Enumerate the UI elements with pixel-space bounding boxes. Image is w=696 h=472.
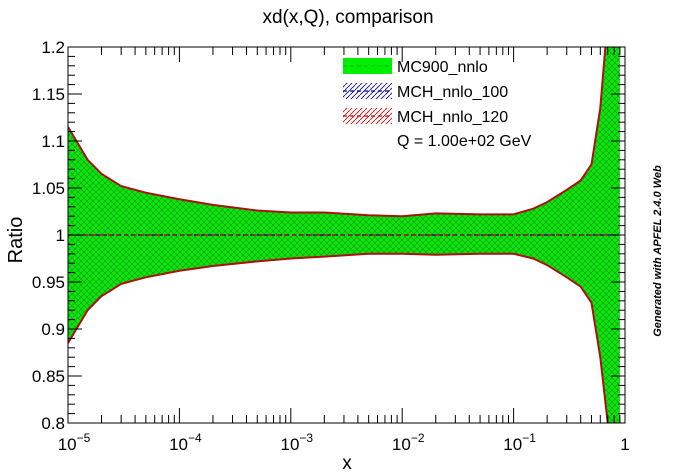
plot-area bbox=[68, 47, 620, 423]
y-tick-label: 1.05 bbox=[32, 179, 65, 198]
legend-label-mch120: MCH_nnlo_120 bbox=[397, 109, 508, 126]
chart-title: xd(x,Q), comparison bbox=[262, 7, 433, 28]
x-tick-label: 10−1 bbox=[503, 431, 536, 454]
band-upper-edge bbox=[68, 47, 607, 218]
y-tick-label: 0.9 bbox=[41, 320, 65, 339]
y-axis-label: Ratio bbox=[5, 217, 27, 264]
generated-by-note: Generated with APFEL 2.4.0 Web bbox=[652, 165, 664, 337]
y-axis: 0.8 0.85 0.9 0.95 1 1.05 1.1 1.15 1.2 bbox=[32, 38, 625, 433]
y-tick-label: 0.85 bbox=[32, 367, 65, 386]
legend-label-mch100: MCH_nnlo_100 bbox=[397, 84, 508, 101]
y-tick-label: 1 bbox=[56, 226, 65, 245]
q-value-annotation: Q = 1.00e+02 GeV bbox=[397, 133, 532, 150]
y-tick-label: 1.1 bbox=[41, 132, 65, 151]
x-tick-label: 10−4 bbox=[169, 431, 202, 454]
y-tick-label: 0.95 bbox=[32, 273, 65, 292]
x-tick-label: 1 bbox=[620, 435, 629, 454]
x-tick-label: 10−3 bbox=[280, 431, 313, 454]
y-tick-label: 0.8 bbox=[41, 414, 65, 433]
y-tick-label: 1.15 bbox=[32, 85, 65, 104]
y-tick-label: 1.2 bbox=[41, 38, 65, 57]
legend: MC900_nnlo MCH_nnlo_100 MCH_nnlo_120 Q =… bbox=[343, 58, 532, 150]
x-axis: 10−5 10−4 10−3 10−2 10−1 1 bbox=[58, 47, 630, 454]
x-tick-label: 10−2 bbox=[392, 431, 425, 454]
band-lower-edge bbox=[68, 252, 609, 423]
legend-label-mc900: MC900_nnlo bbox=[397, 59, 488, 76]
x-axis-label: x bbox=[342, 453, 352, 472]
x-tick-label: 10−5 bbox=[58, 431, 91, 454]
